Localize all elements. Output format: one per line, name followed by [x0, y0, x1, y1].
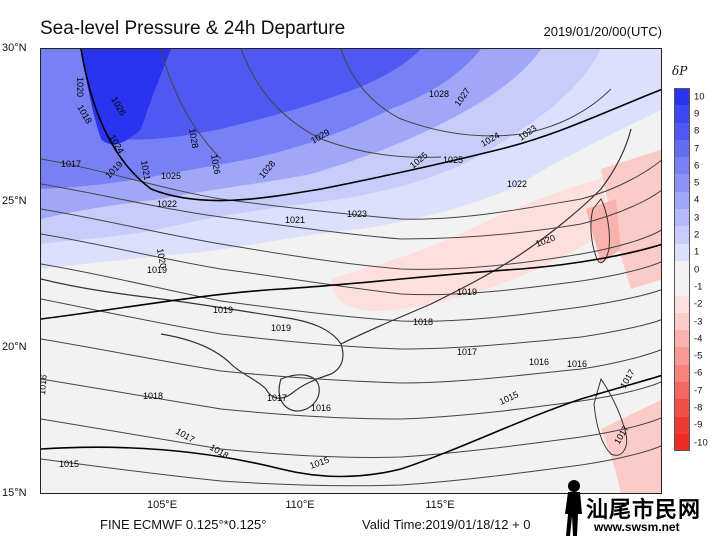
lat-label-20: 20°N	[2, 341, 27, 353]
negative-departure-east	[601, 149, 661, 289]
isobar-label: 1021	[139, 160, 152, 181]
negative-departure-coastal	[331, 179, 611, 311]
positive-departure-peak	[81, 49, 171, 145]
isobar-label: 1019	[213, 305, 233, 315]
colorbar-segment	[674, 347, 690, 365]
watermark-figure-icon	[565, 480, 582, 536]
isobar-label: 1021	[285, 215, 305, 225]
colorbar-tick-label: 5	[694, 177, 700, 189]
colorbar-tick-label: 10	[694, 91, 705, 103]
isobar-label: 1016	[41, 374, 49, 395]
colorbar-segment	[674, 433, 690, 452]
colorbar-segment	[674, 399, 690, 417]
isobar-label: 1016	[529, 357, 549, 367]
colorbar-segment	[674, 139, 690, 158]
isobar-label: 1018	[143, 391, 163, 401]
isobar-label: 1016	[567, 359, 587, 369]
colorbar-segment	[674, 243, 690, 261]
colorbar-segment	[674, 209, 690, 227]
isobar-label: 1018	[413, 317, 433, 327]
isobar-label: 1020	[75, 77, 85, 97]
isobar-label: 1028	[187, 128, 200, 149]
isobar-bold-1020	[41, 243, 661, 320]
colorbar-segment	[674, 295, 690, 313]
colorbar-segment	[674, 122, 690, 140]
colorbar-tick-label: -8	[694, 402, 703, 414]
valid-time-label: Valid Time:2019/01/18/12 + 0	[362, 517, 531, 532]
colorbar-tick-label: 3	[694, 212, 700, 224]
isobar-label: 1026	[209, 154, 222, 175]
colorbar-title: δP	[672, 64, 688, 78]
colorbar-segment	[674, 88, 690, 106]
map-area: 1020 1018 1026 1017 1024 1019 1021 1025 …	[40, 48, 662, 494]
isobar-label: 1017	[267, 393, 287, 403]
colorbar-segment	[674, 191, 690, 210]
colorbar-segment	[674, 226, 690, 244]
lon-label-105: 105°E	[146, 499, 178, 511]
colorbar	[674, 88, 690, 452]
isobar-label: 1022	[157, 199, 177, 209]
colorbar-tick-label: -6	[694, 367, 703, 379]
luzon-island	[593, 377, 628, 456]
colorbar-tick-label: -3	[694, 316, 703, 328]
colorbar-segment	[674, 382, 690, 400]
colorbar-tick-label: -1	[694, 281, 703, 293]
colorbar-tick-label: 6	[694, 160, 700, 172]
positive-departure-max	[81, 49, 421, 140]
colorbar-tick-label: 8	[694, 125, 700, 137]
pressure-map-svg: 1020 1018 1026 1017 1024 1019 1021 1025 …	[41, 49, 661, 493]
isobar-label: 1022	[507, 179, 527, 189]
colorbar-segment	[674, 330, 690, 348]
isobar-label: 1016	[311, 403, 331, 413]
colorbar-tick-label: 1	[694, 246, 700, 258]
lat-label-30: 30°N	[2, 42, 27, 54]
colorbar-tick-label: 9	[694, 108, 700, 120]
colorbar-segment	[674, 416, 690, 434]
map-datetime: 2019/01/20/00(UTC)	[543, 24, 662, 39]
map-title: Sea-level Pressure & 24h Departure	[40, 18, 346, 39]
colorbar-segment	[674, 278, 690, 296]
isobar-lines	[41, 49, 661, 487]
colorbar-segment	[674, 260, 690, 279]
isobar-label: 1015	[59, 459, 79, 469]
colorbar-segment	[674, 157, 690, 175]
isobar-label: 1028	[429, 89, 449, 99]
colorbar-tick-label: -2	[694, 298, 703, 310]
isobar-label: 1019	[457, 287, 477, 297]
colorbar-tick-label: -10	[694, 437, 708, 449]
colorbar-tick-label: 2	[694, 229, 700, 241]
isobar-label: 1017	[61, 159, 81, 169]
colorbar-segment	[674, 312, 690, 331]
isobar-bold-1025	[80, 49, 661, 202]
watermark-text: 汕尾市民网	[586, 497, 702, 523]
colorbar-tick-label: 4	[694, 194, 700, 206]
model-label: FINE ECMWF 0.125°*0.125°	[100, 517, 267, 532]
taiwan-island	[590, 198, 610, 264]
watermark-url: www.swsm.net	[594, 520, 680, 534]
colorbar-tick-label: -5	[694, 350, 703, 362]
isobar-label: 1025	[161, 171, 181, 181]
isobar-label: 1019	[271, 323, 291, 333]
colorbar-tick-label: -4	[694, 333, 703, 345]
isobar-label: 1025	[443, 155, 463, 165]
isobar-label: 1023	[347, 209, 367, 219]
colorbar-tick-label: -9	[694, 419, 703, 431]
colorbar-segment	[674, 364, 690, 383]
colorbar-tick-label: -7	[694, 385, 703, 397]
isobar-label: 1020	[155, 248, 168, 269]
colorbar-segment	[674, 174, 690, 192]
lon-label-110: 110°E	[285, 499, 315, 511]
colorbar-tick-label: 0	[694, 264, 700, 276]
colorbar-tick-label: 7	[694, 143, 700, 155]
lat-label-15: 15°N	[2, 487, 27, 499]
lat-label-25: 25°N	[2, 195, 27, 207]
isobar-label: 1017	[457, 347, 477, 357]
colorbar-segment	[674, 105, 690, 123]
isobar-label: 1019	[147, 265, 167, 275]
isobar-bold-1015	[41, 374, 661, 478]
lon-label-115: 115°E	[425, 499, 455, 511]
